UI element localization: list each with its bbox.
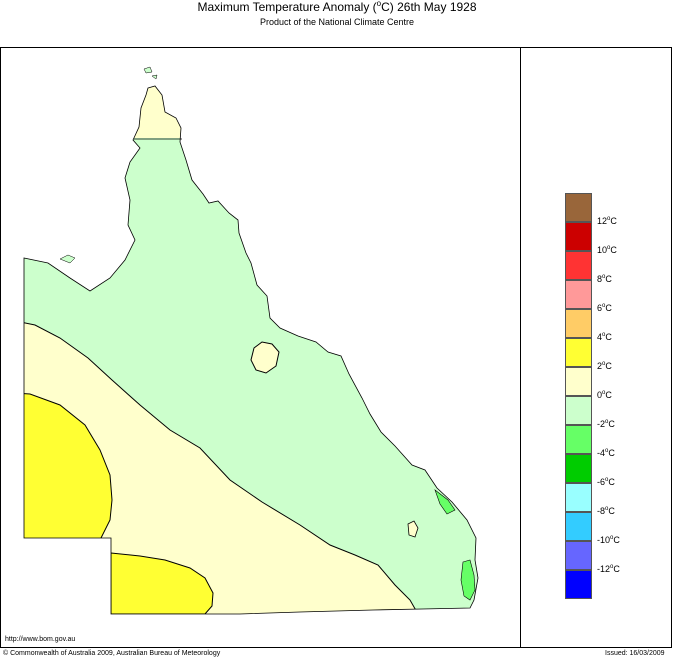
warm-zone-south bbox=[110, 552, 214, 614]
cape-york-neutral-zone bbox=[24, 86, 478, 138]
title-degree-sup: o bbox=[376, 0, 382, 8]
legend-divider bbox=[520, 47, 521, 648]
legend-tick-label: 0oC bbox=[597, 390, 612, 400]
legend-swatch-minus4-minus2 bbox=[565, 425, 592, 454]
legend-tick-label: -12oC bbox=[597, 564, 620, 574]
cold-patch-coast-south bbox=[460, 559, 476, 601]
queensland-outline bbox=[23, 85, 479, 615]
chart-subtitle: Product of the National Climate Centre bbox=[259, 17, 415, 27]
map-frame bbox=[0, 47, 672, 648]
legend-swatch-6-8 bbox=[565, 280, 592, 309]
legend-tick-label: -6oC bbox=[597, 477, 615, 487]
legend-tick-label: 4oC bbox=[597, 332, 612, 342]
mornington-island bbox=[59, 254, 76, 264]
legend-swatch-10-12 bbox=[565, 222, 592, 251]
legend-swatch-minus2-0 bbox=[565, 396, 592, 425]
chart-title: Maximum Temperature Anomaly (oC) 26th Ma… bbox=[0, 0, 674, 14]
legend-tick-label: 8oC bbox=[597, 274, 612, 284]
legend-tick-label: -8oC bbox=[597, 506, 615, 516]
legend-tick-label: -2oC bbox=[597, 419, 615, 429]
legend-tick-label: -10oC bbox=[597, 535, 620, 545]
copyright-notice: © Commonwealth of Australia 2009, Austra… bbox=[3, 650, 221, 657]
legend-swatch-minus12-minus10 bbox=[565, 541, 592, 570]
legend-tick-label: -4oC bbox=[597, 448, 615, 458]
cold-patch-coast-north bbox=[434, 489, 456, 515]
legend-tick-label: 10oC bbox=[597, 245, 617, 255]
legend-swatch-minus6-minus4 bbox=[565, 454, 592, 483]
issued-date: Issued: 16/03/2009 bbox=[605, 650, 665, 657]
title-text-start: Maximum Temperature Anomaly ( bbox=[197, 0, 377, 14]
inland-closed-contour bbox=[250, 341, 280, 374]
legend-swatch-8-10 bbox=[565, 251, 592, 280]
legend-tick-label: 12oC bbox=[597, 216, 617, 226]
legend-tick-label: 2oC bbox=[597, 361, 612, 371]
legend-swatch-minus8-minus6 bbox=[565, 483, 592, 512]
legend-swatch-below-minus12 bbox=[565, 570, 592, 599]
legend-tick-label: 6oC bbox=[597, 303, 612, 313]
torres-strait-islands bbox=[143, 66, 158, 80]
source-url[interactable]: http://www.bom.gov.au bbox=[5, 636, 76, 643]
title-text-end: C) 26th May 1928 bbox=[381, 0, 477, 14]
legend-swatch-0-2 bbox=[565, 367, 592, 396]
queensland-anomaly-map bbox=[23, 66, 479, 615]
legend-swatch-minus10-minus8 bbox=[565, 512, 592, 541]
legend-swatch-4-6 bbox=[565, 309, 592, 338]
legend-swatch-2-4 bbox=[565, 338, 592, 367]
coastal-closed-contour bbox=[407, 520, 419, 538]
legend-swatch-above-12 bbox=[565, 193, 592, 222]
